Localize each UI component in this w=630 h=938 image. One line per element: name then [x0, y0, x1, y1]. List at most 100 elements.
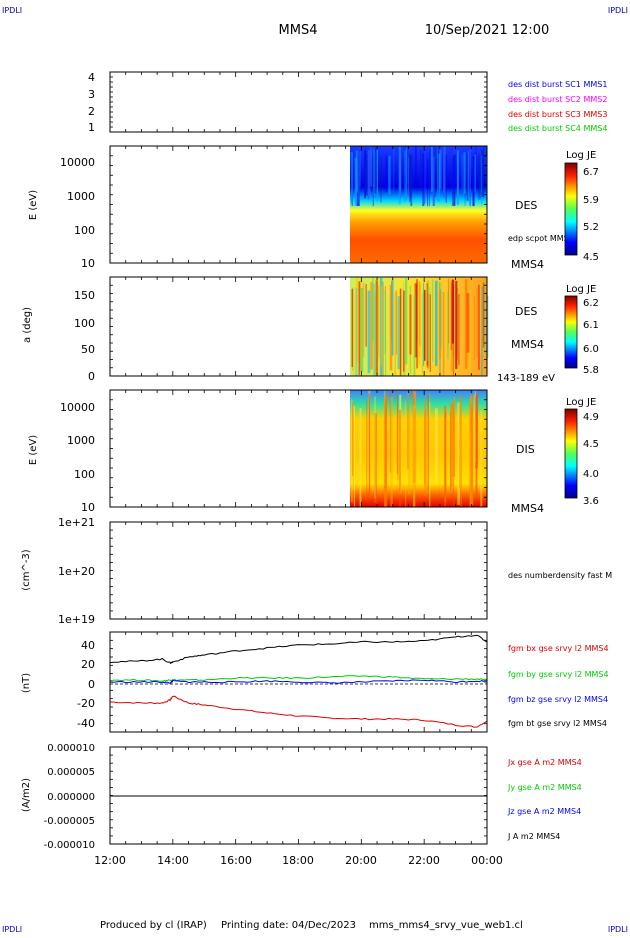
des-energy-ylabel: E (eV) [28, 190, 39, 220]
dis-energy-ytick-10000: 10000 [60, 401, 95, 414]
des-energy-cbar-tick-2: 5.9 [583, 195, 599, 206]
corner-mark-bottom-left: IPDLI [2, 925, 22, 934]
bfield-line-1 [109, 675, 488, 682]
spectrogram-streak [404, 150, 406, 203]
bfield-ytick-0: 0 [88, 678, 95, 691]
spectrogram-streak [442, 292, 445, 376]
spectrogram-streak [385, 295, 387, 376]
spectrogram-streak [479, 282, 482, 354]
current-legend-jx: Jx gse A m2 MMS4 [507, 758, 582, 767]
spectrogram-streak [474, 295, 475, 360]
spectrogram-streak [423, 282, 425, 366]
spectrogram-streak [409, 294, 412, 355]
dis-energy-right-label: DIS [516, 443, 535, 456]
spectrogram-streak [466, 153, 469, 201]
spectrogram-streak [464, 279, 468, 369]
spectrogram-streak [350, 152, 353, 204]
spectrogram-streak [424, 279, 427, 364]
spectrogram-streak [382, 281, 384, 376]
spectrogram-streak [456, 150, 459, 205]
current-ytick-1: 0.000010 [47, 743, 95, 754]
panel-density-frame [109, 521, 488, 620]
des-pitch-colorbar [564, 295, 578, 369]
spectrogram-streak [481, 155, 483, 206]
spectrogram-streak [389, 284, 393, 371]
spectrogram-streak [473, 154, 476, 192]
corner-mark-bottom-right: IPDLI [608, 925, 628, 934]
spectrogram-streak [422, 293, 423, 374]
des-pitch-texture [351, 277, 489, 376]
spectrogram-streak [443, 147, 446, 198]
spectrogram-streak [477, 154, 481, 200]
panel-dis-energy: E (eV) 10000 1000 100 10 DIS MMS4 Log JE… [28, 389, 599, 515]
spectrogram-streak [359, 150, 361, 187]
des-pitch-sc-label: MMS4 [511, 338, 544, 351]
des-energy-cbar-tick-4: 4.5 [583, 252, 599, 263]
spectrogram-streak [380, 285, 382, 366]
spectrogram-streak [451, 279, 454, 344]
density-ylabel: (cm^-3) [21, 549, 32, 590]
spectrogram-streak [438, 282, 441, 373]
spectrogram-streak [468, 289, 472, 372]
dis-energy-ylabel: E (eV) [28, 435, 39, 465]
bfield-ytick-m20: -20 [77, 697, 95, 710]
time-tick-14: 14:00 [157, 854, 189, 867]
burst-legend-sc3: des dist burst SC3 MMS3 [508, 110, 607, 119]
dis-energy-cbar-tick-2: 4.5 [583, 439, 599, 450]
spectrogram-streak [416, 279, 418, 369]
spectrogram-streak [478, 284, 480, 370]
bfield-ytick-20: 20 [81, 658, 95, 671]
bfield-ytick-m40: -40 [77, 717, 95, 730]
dis-energy-colorbar-title: Log JE [566, 397, 596, 408]
spectrogram-streak [358, 281, 361, 376]
spectrogram-streak [420, 150, 422, 191]
spectrogram-streak [460, 395, 462, 507]
spectrogram-streak [448, 278, 449, 344]
spectrogram-streak [380, 278, 383, 376]
spectrogram-streak [370, 282, 373, 370]
burst-ytick-2: 2 [88, 105, 95, 118]
des-energy-ytick-100: 100 [74, 224, 95, 237]
spectrogram-streak [438, 291, 442, 359]
des-pitch-energy-range: 143-189 eV [497, 373, 555, 384]
bfield-line-2 [109, 679, 488, 684]
spectrogram-streak [397, 403, 399, 481]
datetime-title: 10/Sep/2021 12:00 [425, 23, 549, 38]
spacecraft-title: MMS4 [279, 23, 318, 38]
spectrogram-streak [413, 295, 416, 376]
time-tick-22: 22:00 [408, 854, 440, 867]
spectrogram-streak [351, 399, 353, 503]
spectrogram-streak [373, 283, 375, 376]
spectrogram-streak [482, 147, 484, 198]
dis-energy-cbar-tick-4: 3.6 [583, 496, 599, 507]
des-energy-overlay-label: edp scpot MMS4 [508, 234, 574, 243]
bfield-legend-bz: fgm bz gse srvy l2 MMS4 [508, 695, 608, 704]
spectrogram-streak [415, 146, 417, 183]
current-legend-j: J A m2 MMS4 [507, 832, 560, 841]
current-legend-jy: Jy gse A m2 MMS4 [507, 783, 582, 792]
burst-legend-sc2: des dist burst SC2 MMS2 [508, 95, 607, 104]
spectrogram-streak [424, 399, 426, 497]
burst-ytick-3: 3 [88, 88, 95, 101]
spectrogram-streak [472, 155, 475, 206]
spectrogram-streak [366, 400, 368, 496]
des-energy-cbar-tick-1: 6.7 [583, 167, 599, 178]
spectrogram-streak [484, 279, 485, 355]
spectrogram-streak [359, 408, 362, 507]
spectrogram-streak [470, 404, 474, 506]
spectrogram-streak [451, 157, 454, 206]
spectrogram-streak [427, 394, 429, 491]
spectrogram-streak [432, 156, 435, 206]
spectrogram-streak [373, 294, 377, 376]
spectrogram-streak [357, 148, 360, 200]
spectrogram-streak [373, 148, 376, 196]
density-ytick-1e19: 1e+19 [58, 613, 95, 626]
time-tick-00: 00:00 [471, 854, 503, 867]
spectrogram-streak [405, 148, 407, 201]
spectrogram-streak [356, 277, 359, 364]
spectrogram-streak [393, 148, 395, 193]
spectrogram-streak [407, 157, 409, 196]
des-energy-sc-label: MMS4 [511, 258, 544, 271]
spectrogram-streak [399, 409, 401, 507]
